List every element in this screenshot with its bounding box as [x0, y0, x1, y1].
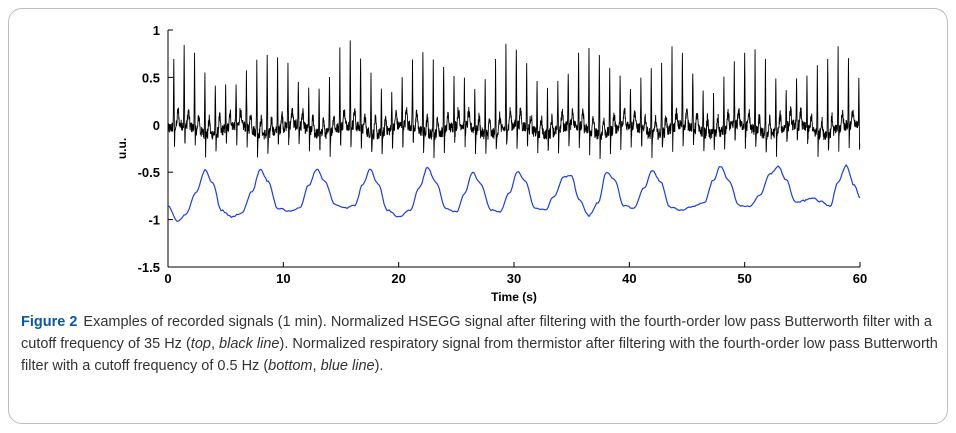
- x-axis-label: Time (s): [491, 290, 537, 304]
- caption-top: top: [190, 336, 211, 352]
- y-tick-label: -0.5: [138, 165, 160, 180]
- caption-text-2: ). Normalized respiratory signal from th…: [21, 336, 938, 374]
- hsegg-signal-line: [167, 40, 861, 160]
- figure-frame: [8, 8, 948, 424]
- x-tick-label: 50: [737, 271, 751, 286]
- caption-text-3: ).: [374, 358, 384, 374]
- respiratory-signal-line: [167, 164, 861, 222]
- figure-caption: Figure 2 Examples of recorded signals (1 …: [21, 311, 941, 377]
- y-tick-label: 0.5: [142, 70, 160, 85]
- caption-black-line: black line: [219, 336, 280, 352]
- y-tick-label: 0: [153, 118, 160, 133]
- caption-sep-2: ,: [312, 358, 321, 374]
- x-tick-label: 10: [276, 271, 290, 286]
- figure-number: Figure 2: [21, 314, 78, 330]
- caption-text-1: Examples of recorded signals (1 min). No…: [21, 314, 932, 352]
- x-tick-label: 30: [507, 271, 521, 286]
- y-tick-label: 1: [153, 23, 160, 38]
- chart-axes: [167, 30, 860, 268]
- chart-series: [167, 40, 861, 222]
- y-tick-label: -1: [148, 213, 160, 228]
- x-tick-label: 40: [622, 271, 636, 286]
- y-tick-label: -1.5: [138, 260, 160, 275]
- signal-chart: 0 10 20 30 40 50 60 1 0.5 0 -0.5 -1 -1.5 Time (s) u.…: [115, 23, 868, 304]
- chart-ticks: 0 10 20 30 40 50 60 1 0.5 0 -0.5 -1 -1.5: [138, 23, 868, 286]
- x-tick-label: 60: [853, 271, 867, 286]
- x-tick-label: 20: [391, 271, 405, 286]
- y-axis-label: u.u.: [115, 138, 129, 159]
- caption-blue-line: blue line: [320, 358, 375, 374]
- x-tick-label: 0: [164, 271, 171, 286]
- caption-sep-1: ,: [210, 336, 220, 352]
- caption-bottom: bottom: [268, 358, 313, 374]
